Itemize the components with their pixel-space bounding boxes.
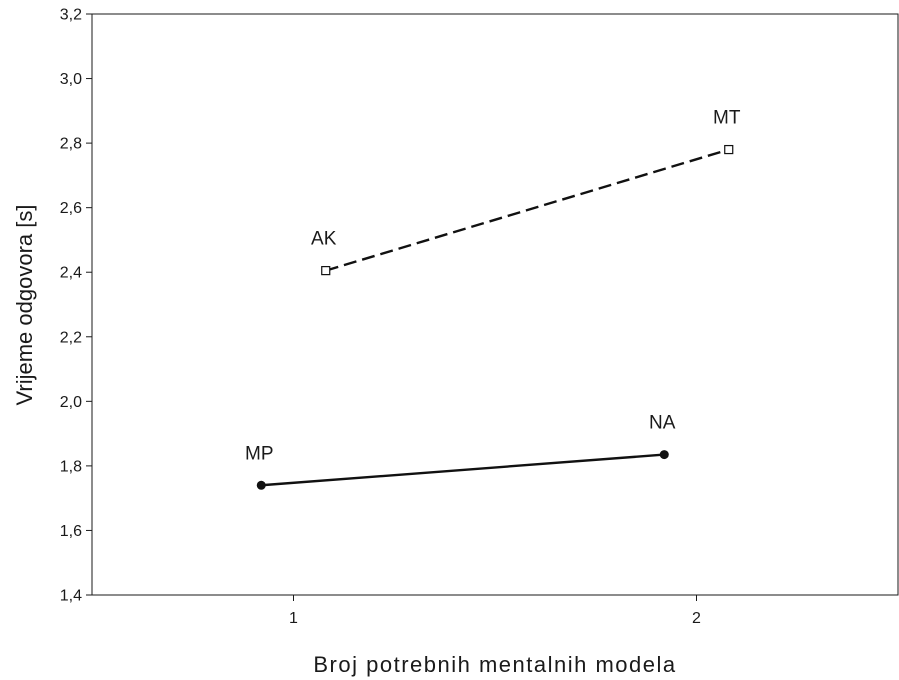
y-tick-label: 3,0 xyxy=(60,71,82,88)
y-tick-label: 2,2 xyxy=(60,329,82,346)
y-tick-label: 2,0 xyxy=(60,394,82,411)
y-tick-label: 1,6 xyxy=(60,523,82,540)
point-label: AK xyxy=(311,229,337,250)
data-point xyxy=(724,144,734,155)
data-point xyxy=(321,266,331,276)
series-layer: MP NA AK MT xyxy=(245,108,741,490)
y-tick-label: 1,4 xyxy=(60,588,82,605)
series-line-dashed xyxy=(325,148,730,272)
series-line-solid xyxy=(261,453,665,487)
y-tick-label: 2,6 xyxy=(60,200,82,217)
point-label: NA xyxy=(649,413,676,434)
y-axis-title: Vrijeme odgovora [s] xyxy=(12,205,37,406)
point-label: MP xyxy=(245,443,274,464)
y-axis-ticks: 1,4 1,6 1,8 2,0 2,2 2,4 2,6 2,8 3,0 3,2 xyxy=(60,7,92,605)
y-tick-label: 3,2 xyxy=(60,7,82,24)
data-point xyxy=(256,480,266,490)
x-tick-label: 1 xyxy=(289,610,298,627)
plot-frame xyxy=(91,13,899,596)
x-tick-label: 2 xyxy=(692,610,701,627)
y-tick-label: 1,8 xyxy=(60,458,82,475)
y-tick-label: 2,8 xyxy=(60,136,82,153)
data-point xyxy=(659,450,669,460)
y-tick-label: 2,4 xyxy=(60,265,82,282)
x-axis-title: Broj potrebnih mentalnih modela xyxy=(313,652,676,677)
point-label: MT xyxy=(713,108,741,129)
